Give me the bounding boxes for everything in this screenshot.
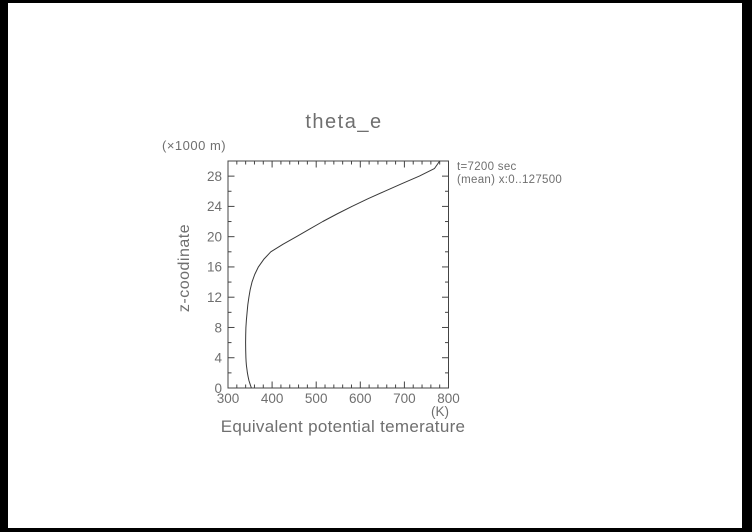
annotation-time: t=7200 sec	[457, 161, 517, 173]
x-tick-label: 300	[217, 391, 240, 406]
y-tick-label: 28	[207, 169, 222, 184]
y-tick-label: 8	[214, 320, 222, 335]
x-axis-unit-label: (K)	[431, 404, 449, 419]
y-tick-label: 20	[207, 229, 222, 244]
x-tick-label: 700	[393, 391, 416, 406]
y-tick-label: 16	[207, 260, 222, 275]
plot-border	[227, 160, 449, 389]
x-tick-label: 800	[437, 391, 460, 406]
y-tick-label: 12	[207, 290, 222, 305]
y-tick-label: 4	[214, 351, 222, 366]
annotation-mean-range: (mean) x:0..127500	[457, 173, 563, 186]
plot-canvas	[8, 3, 742, 528]
x-tick-label: 400	[261, 391, 284, 406]
x-axis-label: Equivalent potential temerature	[220, 417, 466, 436]
x-tick-label: 500	[305, 391, 328, 406]
y-axis-label: z-coodinate	[176, 223, 193, 313]
y-axis-unit-label: (×1000 m)	[162, 138, 227, 153]
annotation-block: t=7200 sec (mean) x:0..127500	[457, 161, 562, 186]
profile-curve	[245, 160, 441, 389]
chart-title: theta_e	[305, 111, 383, 133]
x-tick-label: 600	[349, 391, 372, 406]
y-tick-label: 24	[207, 199, 223, 214]
y-tick-label: 0	[214, 381, 222, 396]
